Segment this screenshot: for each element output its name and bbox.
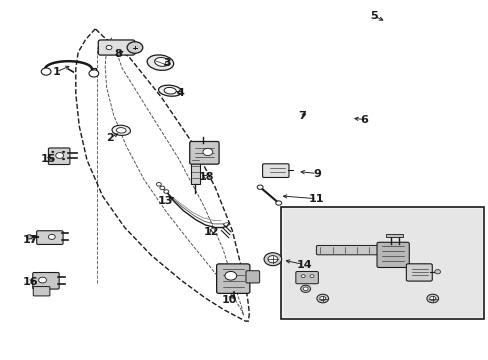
Circle shape (267, 256, 277, 263)
FancyBboxPatch shape (98, 40, 135, 55)
Polygon shape (190, 154, 199, 184)
Text: 7: 7 (298, 111, 305, 121)
FancyBboxPatch shape (295, 271, 318, 284)
Circle shape (319, 296, 325, 301)
Circle shape (429, 296, 435, 301)
Circle shape (56, 153, 63, 158)
Text: 11: 11 (308, 194, 324, 204)
Text: 18: 18 (198, 172, 214, 182)
Text: 16: 16 (22, 276, 38, 287)
Ellipse shape (154, 58, 169, 66)
FancyBboxPatch shape (33, 273, 59, 289)
Circle shape (434, 270, 440, 274)
FancyBboxPatch shape (37, 231, 63, 244)
Circle shape (309, 275, 313, 278)
Text: 17: 17 (22, 235, 38, 246)
Text: 5: 5 (369, 11, 377, 21)
Circle shape (301, 275, 305, 278)
Circle shape (257, 185, 263, 189)
FancyBboxPatch shape (316, 246, 389, 255)
Circle shape (62, 151, 65, 153)
Circle shape (39, 277, 46, 283)
FancyBboxPatch shape (48, 148, 70, 165)
Ellipse shape (164, 87, 176, 94)
Circle shape (275, 201, 281, 205)
Text: 9: 9 (312, 168, 320, 179)
Circle shape (300, 285, 310, 292)
Ellipse shape (147, 55, 173, 70)
Circle shape (106, 45, 112, 50)
Circle shape (127, 42, 142, 53)
FancyBboxPatch shape (376, 242, 408, 267)
Circle shape (89, 70, 99, 77)
Ellipse shape (116, 127, 126, 133)
Circle shape (51, 151, 54, 153)
Circle shape (51, 158, 54, 160)
Circle shape (264, 253, 281, 266)
Circle shape (62, 158, 65, 160)
Circle shape (224, 271, 236, 280)
FancyBboxPatch shape (33, 287, 50, 296)
Text: 8: 8 (114, 49, 122, 59)
Circle shape (426, 294, 438, 303)
Circle shape (303, 287, 307, 291)
Circle shape (48, 234, 55, 239)
Text: 12: 12 (203, 227, 219, 237)
Text: 4: 4 (176, 88, 183, 98)
Text: 15: 15 (40, 154, 56, 164)
FancyBboxPatch shape (245, 271, 259, 283)
Text: 3: 3 (163, 58, 171, 68)
Text: 6: 6 (360, 114, 367, 125)
Ellipse shape (112, 125, 130, 135)
Bar (283, 209, 481, 317)
Circle shape (160, 186, 164, 190)
FancyBboxPatch shape (262, 164, 288, 177)
FancyBboxPatch shape (216, 264, 249, 293)
Circle shape (203, 148, 212, 156)
Polygon shape (386, 234, 403, 237)
Bar (281, 207, 483, 319)
Text: 14: 14 (296, 260, 311, 270)
Circle shape (41, 68, 51, 75)
Circle shape (163, 190, 168, 193)
Circle shape (156, 183, 161, 186)
Text: 10: 10 (222, 294, 237, 305)
Circle shape (316, 294, 328, 303)
Circle shape (26, 235, 32, 239)
FancyBboxPatch shape (406, 264, 431, 281)
Text: 1: 1 (52, 67, 60, 77)
FancyBboxPatch shape (189, 141, 219, 164)
Ellipse shape (158, 85, 182, 96)
Text: 2: 2 (106, 132, 114, 143)
Text: 13: 13 (157, 196, 173, 206)
